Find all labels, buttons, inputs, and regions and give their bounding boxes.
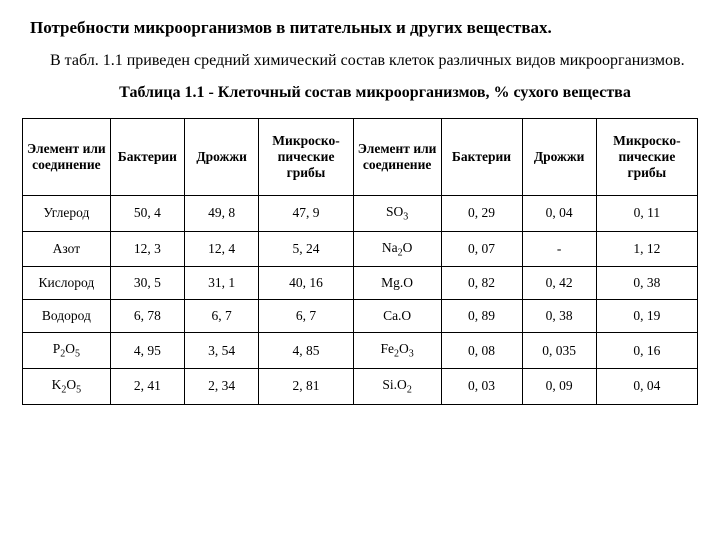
table-row: P2O54, 953, 544, 85Fe2O30, 080, 0350, 16	[23, 333, 698, 369]
col-header: Элемент или соединение	[353, 119, 441, 196]
table-cell: K2O5	[23, 369, 111, 405]
table-row: Водород6, 786, 76, 7Ca.O0, 890, 380, 19	[23, 300, 698, 333]
table-cell: 4, 95	[110, 333, 184, 369]
table-cell: Водород	[23, 300, 111, 333]
table-cell: 0, 82	[441, 267, 522, 300]
table-cell: 0, 09	[522, 369, 596, 405]
table-cell: 49, 8	[185, 196, 259, 232]
col-header: Элемент или соединение	[23, 119, 111, 196]
intro-paragraph: В табл. 1.1 приведен средний химический …	[22, 52, 698, 70]
col-header: Дрожжи	[185, 119, 259, 196]
table-cell: 0, 42	[522, 267, 596, 300]
table-cell: Si.O2	[353, 369, 441, 405]
table-cell: 0, 08	[441, 333, 522, 369]
table-cell: Ca.O	[353, 300, 441, 333]
table-cell: 4, 85	[259, 333, 354, 369]
table-caption: Таблица 1.1 - Клеточный состав микроорга…	[52, 84, 698, 102]
table-cell: 12, 4	[185, 231, 259, 267]
page-title: Потребности микроорганизмов в питательны…	[30, 18, 698, 38]
table-cell: 0, 04	[596, 369, 697, 405]
col-header: Бактерии	[110, 119, 184, 196]
table-cell: 6, 78	[110, 300, 184, 333]
col-header: Бактерии	[441, 119, 522, 196]
table-header-row: Элемент или соединение Бактерии Дрожжи М…	[23, 119, 698, 196]
table-cell: 0, 04	[522, 196, 596, 232]
table-cell: 3, 54	[185, 333, 259, 369]
table-cell: 0, 03	[441, 369, 522, 405]
col-header: Дрожжи	[522, 119, 596, 196]
table-row: Азот12, 312, 45, 24Na2O0, 07-1, 12	[23, 231, 698, 267]
table-cell: P2O5	[23, 333, 111, 369]
table-cell: 5, 24	[259, 231, 354, 267]
composition-table: Элемент или соединение Бактерии Дрожжи М…	[22, 118, 698, 405]
table-cell: 31, 1	[185, 267, 259, 300]
table-cell: 0, 07	[441, 231, 522, 267]
table-cell: Fe2O3	[353, 333, 441, 369]
col-header: Микроско-пические грибы	[596, 119, 697, 196]
table-cell: 0, 16	[596, 333, 697, 369]
table-cell: Кислород	[23, 267, 111, 300]
table-row: Кислород30, 531, 140, 16Mg.O0, 820, 420,…	[23, 267, 698, 300]
table-cell: 30, 5	[110, 267, 184, 300]
table-cell: Азот	[23, 231, 111, 267]
table-cell: 6, 7	[185, 300, 259, 333]
table-cell: 1, 12	[596, 231, 697, 267]
table-cell: 2, 34	[185, 369, 259, 405]
table-cell: 12, 3	[110, 231, 184, 267]
table-cell: 0, 89	[441, 300, 522, 333]
table-cell: 50, 4	[110, 196, 184, 232]
table-cell: 40, 16	[259, 267, 354, 300]
table-body: Углерод50, 449, 847, 9SO30, 290, 040, 11…	[23, 196, 698, 405]
table-cell: SO3	[353, 196, 441, 232]
table-cell: Na2O	[353, 231, 441, 267]
table-cell: 47, 9	[259, 196, 354, 232]
table-cell: 0, 19	[596, 300, 697, 333]
table-cell: Углерод	[23, 196, 111, 232]
table-cell: 2, 81	[259, 369, 354, 405]
table-cell: 0, 035	[522, 333, 596, 369]
table-cell: 0, 29	[441, 196, 522, 232]
table-cell: 0, 38	[596, 267, 697, 300]
table-cell: -	[522, 231, 596, 267]
table-cell: 2, 41	[110, 369, 184, 405]
col-header: Микроско-пические грибы	[259, 119, 354, 196]
table-cell: 6, 7	[259, 300, 354, 333]
table-row: Углерод50, 449, 847, 9SO30, 290, 040, 11	[23, 196, 698, 232]
table-cell: 0, 11	[596, 196, 697, 232]
table-cell: Mg.O	[353, 267, 441, 300]
table-row: K2O52, 412, 342, 81Si.O20, 030, 090, 04	[23, 369, 698, 405]
table-cell: 0, 38	[522, 300, 596, 333]
